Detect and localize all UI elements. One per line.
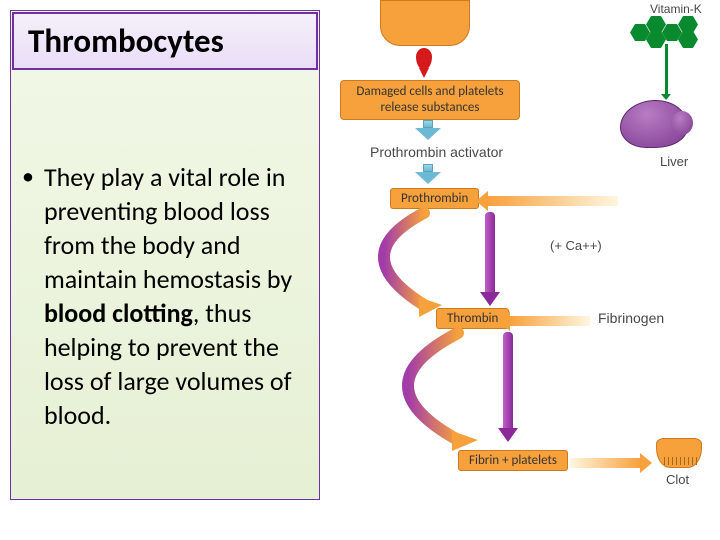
clotting-diagram: Vitamin-K Liver Damaged cells and platel… [330,0,720,540]
release-substances-box: Damaged cells and platelets release subs… [340,80,520,120]
fibrinogen-label: Fibrinogen [598,310,664,326]
prothrombin-activator-label: Prothrombin activator [370,144,503,160]
blood-drop-icon [416,48,432,70]
title-box: Thrombocytes [12,12,318,70]
vitk-arrow [665,44,668,94]
wound-shape [380,0,470,46]
body-bold: blood clotting [44,297,193,329]
fibrin-platelets-box: Fibrin + platelets [458,450,568,471]
liver-icon [620,100,688,148]
body-pre: They play a vital role in preventing blo… [44,161,292,295]
clot-label: Clot [666,472,689,487]
curved-arrow-1 [334,205,474,325]
liver-label: Liver [660,154,688,169]
clot-icon [656,438,702,468]
fibrinogen-arrow [510,316,590,326]
vitamin-k-icon [630,16,700,42]
fibrin-to-clot-arrow [570,458,640,468]
bullet-text: They play a vital role in preventing blo… [44,160,312,432]
liver-to-prothrombin-arrow [488,196,618,206]
vitamin-k-label: Vitamin-K [650,2,702,16]
calcium-label: (+ Ca++) [550,238,602,253]
blue-arrow-2 [415,164,441,182]
blue-arrow-1 [415,120,441,138]
body-paragraph: • They play a vital role in preventing b… [22,160,312,432]
purple-arrow-2 [498,332,518,442]
title-text: Thrombocytes [28,21,224,61]
bullet-marker: • [22,160,34,432]
purple-arrow-1 [480,212,500,306]
curved-arrow-2 [348,325,508,455]
